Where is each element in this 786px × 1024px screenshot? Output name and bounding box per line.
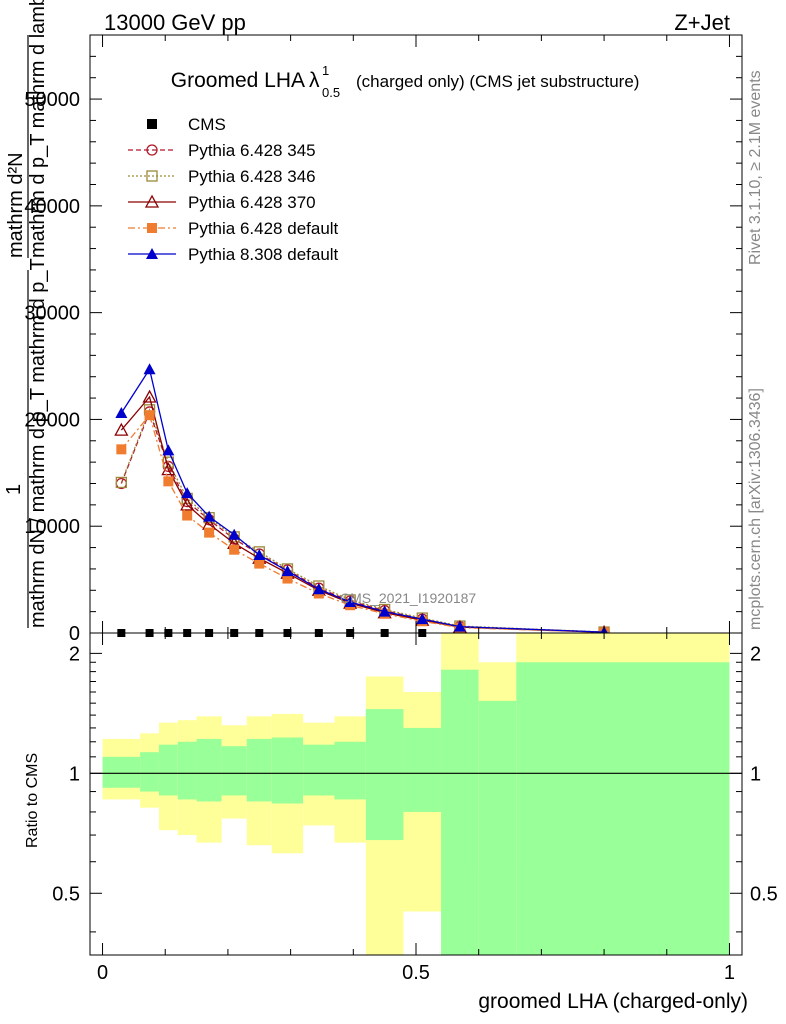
ratio-stat-band-13 — [478, 700, 517, 955]
main-y-tick-label-1: 10000 — [24, 516, 80, 538]
main-y-tick-label-3: 30000 — [24, 303, 80, 325]
header-right-label: Z+Jet — [674, 10, 730, 35]
ratio-stat-band-5 — [221, 746, 247, 796]
legend-label-3: Pythia 6.428 370 — [188, 193, 316, 212]
series-4-point-3 — [182, 510, 193, 521]
ratio-plot-axes: 0.5 0.5 1 1 2 2 0 0.5 1 — [52, 633, 778, 984]
series-5-point-11 — [416, 613, 429, 625]
legend: CMS Pythia 6.428 345 Pythia 6.428 346 Pythi… — [128, 115, 339, 264]
legend-entry-5: Pythia 8.308 default — [128, 245, 339, 264]
ratio-stat-band-0 — [102, 756, 141, 788]
ratio-stat-band-14 — [516, 662, 730, 955]
legend-label-5: Pythia 8.308 default — [188, 245, 339, 264]
title-symbol: λ — [309, 69, 320, 92]
series-5-point-7 — [281, 565, 294, 577]
ratio-stat-band-10 — [365, 709, 404, 841]
series-5-point-5 — [228, 528, 241, 540]
series-5-point-12 — [453, 620, 466, 632]
title-suffix: (charged only) (CMS jet substructure) — [356, 72, 639, 91]
ratio-stat-band-4 — [196, 738, 222, 802]
legend-marker-3 — [144, 194, 160, 208]
ratio-stat-band-2 — [158, 744, 178, 796]
main-plot-axes: 0 10000 20000 30000 40000 50000 — [24, 35, 742, 645]
ratio-y-tick-label-1: 1 — [69, 763, 80, 785]
ratio-plot-marks — [90, 633, 742, 955]
rivet-version-label: Rivet 3.1.10, ≥ 2.1M events — [747, 70, 764, 265]
series-5-point-1 — [143, 363, 156, 375]
legend-entry-1: Pythia 6.428 345 — [128, 141, 316, 160]
series-3-point-3 — [180, 497, 195, 511]
ratio-stat-band-3 — [177, 741, 197, 800]
legend-label-1: Pythia 6.428 345 — [188, 141, 316, 160]
y-label-line-1: mathrm d²N — [5, 152, 27, 258]
x-tick-label-1: 0.5 — [402, 962, 430, 984]
legend-entry-4: Pythia 6.428 default — [128, 219, 339, 238]
legend-marker-0 — [147, 119, 157, 129]
legend-marker-1 — [146, 144, 158, 156]
main-y-tick-label-5: 50000 — [24, 89, 80, 111]
series-4-point-6 — [254, 558, 265, 569]
title-text: Groomed LHA — [171, 69, 305, 92]
legend-entry-0: CMS — [147, 115, 226, 134]
legend-label-0: CMS — [188, 115, 226, 134]
ratio-y-axis-label: Ratio to CMS — [24, 753, 41, 848]
series-4-point-1 — [144, 410, 155, 421]
title-subscript: 0.5 — [322, 85, 340, 100]
series-4-point-0 — [116, 444, 127, 455]
main-y-tick-label-2: 20000 — [24, 409, 80, 431]
ratio-stat-band-12 — [441, 669, 479, 955]
ratio-stat-band-9 — [334, 741, 366, 800]
series-5-point-3 — [181, 487, 194, 499]
series-5-point-2 — [162, 444, 175, 456]
ratio-stat-band-8 — [303, 744, 335, 796]
header-left-label: 13000 GeV pp — [104, 10, 246, 35]
series-line-5 — [120, 367, 605, 633]
ratio-stat-band-7 — [271, 737, 304, 804]
ratio-y-tick-label-right-2: 2 — [750, 643, 761, 665]
legend-marker-5 — [146, 248, 158, 259]
series-5-point-4 — [203, 510, 216, 522]
ratio-y-tick-label-0: 0.5 — [52, 883, 80, 905]
x-tick-label-0: 0 — [97, 962, 108, 984]
series-4-point-2 — [163, 476, 174, 487]
series-4-point-5 — [229, 544, 240, 555]
y-label-line-4: mathrm dN / mathrm d p_T mathrm d p_T — [27, 258, 49, 628]
series-5-point-9 — [344, 596, 357, 608]
legend-marker-2 — [146, 170, 158, 182]
legend-label-2: Pythia 6.428 346 — [188, 167, 316, 186]
series-5-point-10 — [378, 605, 391, 617]
main-y-tick-label-0: 0 — [69, 623, 80, 645]
series-3-point-1 — [142, 389, 157, 403]
legend-entry-3: Pythia 6.428 370 — [128, 193, 316, 212]
series-2-point-0 — [115, 476, 127, 489]
main-y-axis-label: mathrm d²N mathrm d p_T mathrm d lambda … — [3, 0, 49, 628]
x-tick-label-2: 1 — [724, 962, 735, 984]
y-label-line-3: 1 — [3, 484, 25, 495]
main-plot-title: Groomed LHA λ 1 0.5 (charged only) (CMS … — [171, 63, 640, 100]
main-y-tick-label-4: 40000 — [24, 196, 80, 218]
ratio-y-tick-label-right-0: 0.5 — [750, 883, 778, 905]
series-4-point-4 — [204, 527, 215, 538]
legend-marker-4 — [147, 223, 157, 233]
ratio-stat-band-6 — [246, 738, 272, 802]
legend-label-4: Pythia 6.428 default — [188, 219, 339, 238]
series-5-point-0 — [115, 407, 128, 419]
series-5-point-6 — [253, 549, 266, 561]
series-4-point-7 — [282, 573, 293, 584]
analysis-watermark: CMS_2021_I1920187 — [340, 590, 476, 606]
series-3-point-0 — [114, 422, 129, 436]
series-line-3 — [120, 395, 605, 633]
mcplots-label: mcplots.cern.ch [arXiv:1306.3436] — [747, 388, 764, 630]
legend-entry-2: Pythia 6.428 346 — [128, 167, 316, 186]
ratio-stat-band-1 — [140, 752, 159, 792]
series-line-4 — [120, 413, 605, 634]
series-5-point-8 — [312, 583, 325, 595]
title-superscript: 1 — [322, 63, 329, 78]
ratio-y-tick-label-right-1: 1 — [750, 763, 761, 785]
ratio-y-tick-label-2: 2 — [69, 643, 80, 665]
x-axis-label: groomed LHA (charged-only) — [478, 990, 748, 1013]
ratio-stat-band-11 — [403, 727, 442, 812]
y-label-line-2: mathrm d p_T mathrm d lambda — [27, 0, 49, 258]
